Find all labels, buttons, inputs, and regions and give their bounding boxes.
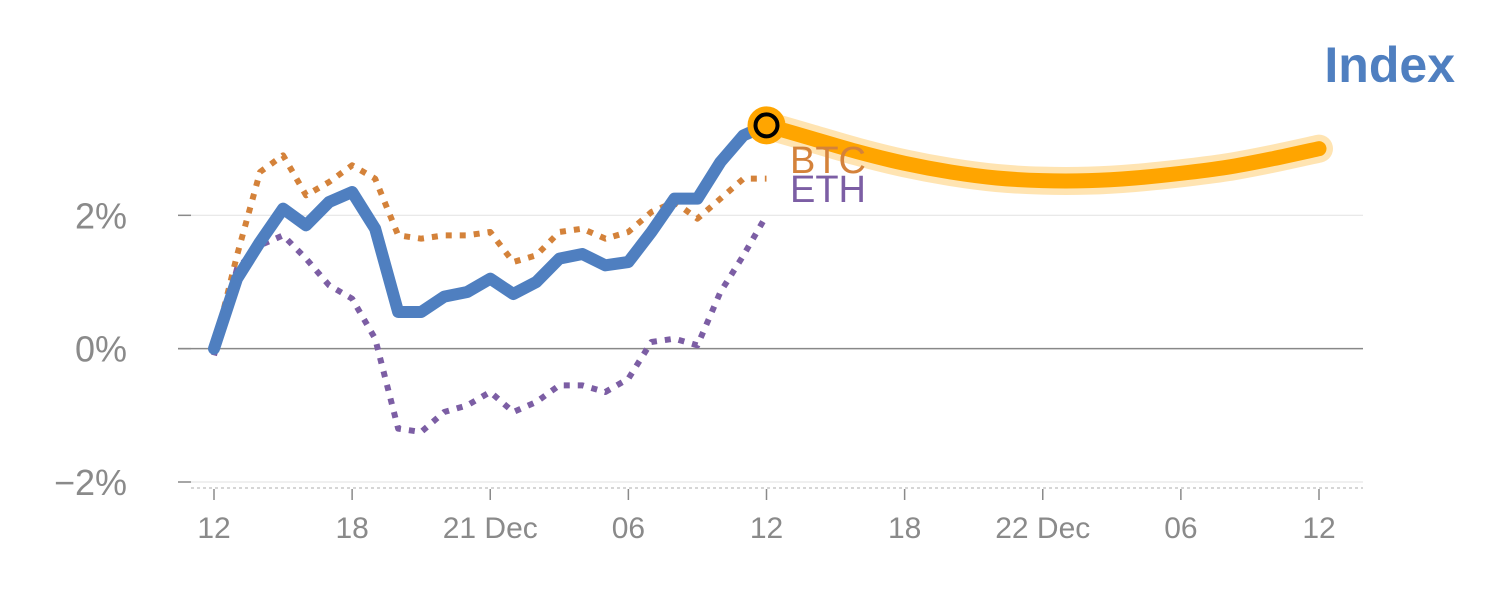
x-tick-label: 21 Dec (443, 512, 538, 545)
current-point-marker (753, 112, 780, 139)
x-tick-label: 12 (197, 512, 230, 545)
y-tick-label: 0% (75, 329, 127, 370)
forecast-line (759, 117, 1327, 189)
series-line-index (208, 119, 773, 355)
x-tick-label: 06 (612, 512, 645, 545)
y-tick-label: 2% (75, 195, 127, 236)
series-label-btc: BTC (790, 140, 866, 182)
x-tick-label: 06 (1164, 512, 1197, 545)
x-tick-label: 12 (1302, 512, 1335, 545)
chart-title: Index (1324, 37, 1455, 93)
axis-layer: 2% 0% −2% 12 18 21 Dec 06 12 18 22 Dec 06 12 (54, 195, 1363, 545)
x-tick-label: 12 (750, 512, 783, 545)
series-label-eth: ETH (790, 169, 866, 211)
x-tick-label: 22 Dec (995, 512, 1090, 545)
x-tick-label: 18 (335, 512, 368, 545)
x-tick-label: 18 (888, 512, 921, 545)
series-layer (208, 106, 1333, 435)
y-tick-label: −2% (54, 462, 127, 503)
grid-layer (178, 214, 1363, 483)
series-line-eth (211, 213, 770, 435)
